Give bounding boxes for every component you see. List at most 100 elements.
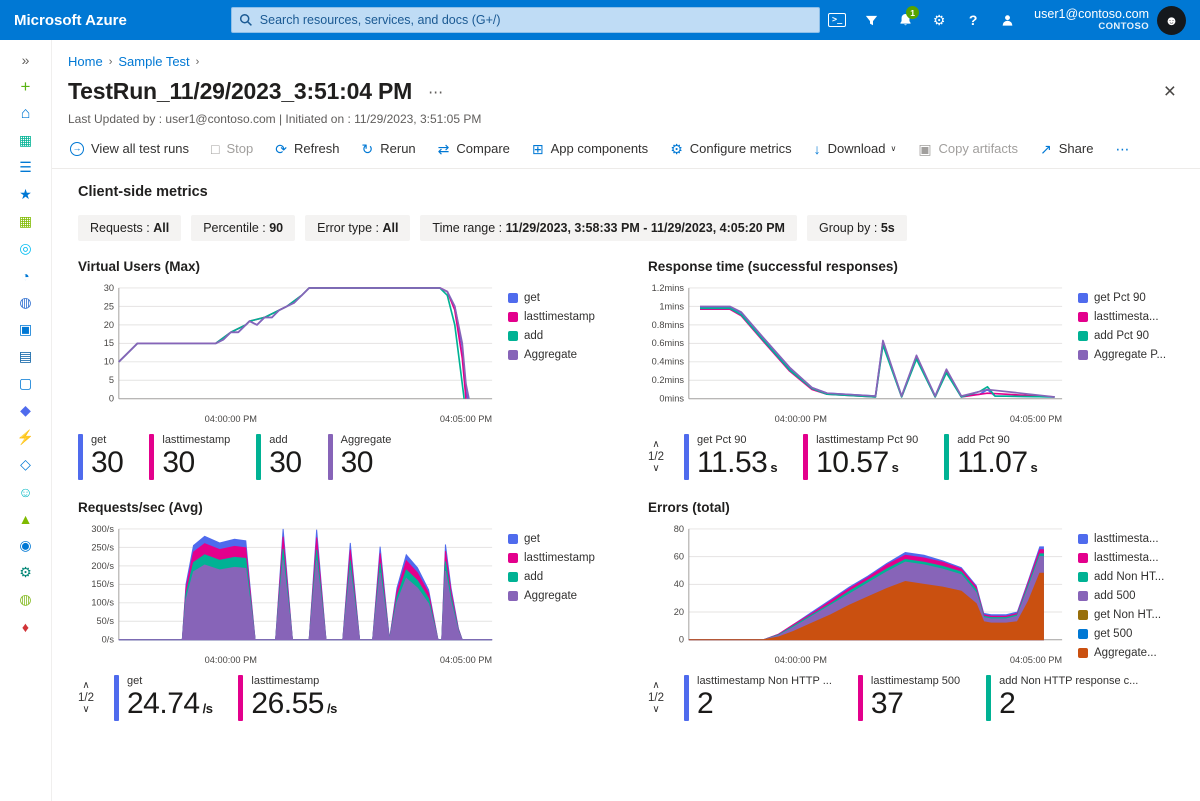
- legend-item[interactable]: get Pct 90: [1078, 292, 1166, 304]
- stat-item: get 24.74/s: [114, 675, 213, 721]
- toolbar-configure-metrics-button[interactable]: ⚙ Configure metrics: [670, 141, 791, 156]
- legend-label: add 500: [1094, 590, 1136, 602]
- legend-item[interactable]: get Non HT...: [1078, 609, 1164, 621]
- stat-color-bar: [327, 434, 333, 480]
- title-more-icon[interactable]: ⋯: [428, 83, 444, 101]
- legend-item[interactable]: get 500: [1078, 628, 1164, 640]
- legend-item[interactable]: lasttimesta...: [1078, 311, 1166, 323]
- search-input[interactable]: [230, 7, 821, 33]
- svg-text:04:00:00 PM: 04:00:00 PM: [775, 655, 827, 665]
- legend-label: get Non HT...: [1094, 609, 1162, 621]
- toolbar-view-all-test-runs-button[interactable]: → View all test runs: [70, 141, 189, 156]
- pager-up-icon[interactable]: ∧: [652, 680, 660, 691]
- pager-down-icon[interactable]: ∨: [652, 704, 660, 715]
- toolbar-app-components-button[interactable]: ⊞ App components: [532, 141, 648, 156]
- stats-row: ∧ 1/2 ∨ get Pct 90 11.53 s lasttimestamp Pc…: [648, 434, 1176, 480]
- settings-gear-icon[interactable]: ⚙: [922, 0, 956, 40]
- favorites-star-icon[interactable]: ★: [8, 181, 44, 208]
- dashboard-icon[interactable]: ▦: [8, 127, 44, 154]
- legend-item[interactable]: add Non HT...: [1078, 571, 1164, 583]
- stat-label: lasttimestamp Pct 90: [816, 434, 919, 446]
- stat-value: 30: [162, 446, 195, 479]
- notifications-bell-icon[interactable]: 1: [888, 0, 922, 40]
- stat-label: add Non HTTP response c...: [999, 675, 1139, 687]
- legend-item[interactable]: add 500: [1078, 590, 1164, 602]
- toolbar-download-button[interactable]: ↓ Download ∨: [814, 141, 897, 156]
- feedback-icon[interactable]: [990, 0, 1024, 40]
- search-icon: [239, 13, 252, 26]
- cost-management-icon[interactable]: ◇: [8, 451, 44, 478]
- legend-item[interactable]: lasttimestamp: [508, 552, 595, 564]
- support-icon[interactable]: ☺: [8, 478, 44, 505]
- home-icon[interactable]: ⌂: [8, 100, 44, 127]
- legend-item[interactable]: add: [508, 571, 595, 583]
- stat-item: lasttimestamp 30: [149, 434, 230, 480]
- toolbar-stop-button[interactable]: □ Stop: [211, 141, 253, 156]
- resource-groups-icon[interactable]: ◎: [8, 235, 44, 262]
- security-center-icon[interactable]: ▲: [8, 505, 44, 532]
- chart-legend: get lasttimestamp add Aggregate: [508, 533, 595, 669]
- legend-item[interactable]: add Pct 90: [1078, 330, 1166, 342]
- toolbar-compare-button[interactable]: ⇄ Compare: [438, 141, 510, 156]
- toolbar-copy-artifacts-button[interactable]: ▣ Copy artifacts: [918, 141, 1018, 156]
- recent-clock-icon[interactable]: ◔: [8, 262, 44, 289]
- legend-item[interactable]: get: [508, 533, 595, 545]
- legend-label: lasttimesta...: [1094, 311, 1159, 323]
- key-vault-icon[interactable]: ▣: [8, 316, 44, 343]
- monitor-icon[interactable]: ◆: [8, 397, 44, 424]
- legend-item[interactable]: Aggregate...: [1078, 647, 1164, 659]
- pager-up-icon[interactable]: ∧: [82, 680, 90, 691]
- pager-down-icon[interactable]: ∨: [652, 463, 660, 474]
- chart-legend: get lasttimestamp add Aggregate: [508, 292, 595, 428]
- filter-pill-error-type[interactable]: Error type : All: [305, 215, 411, 241]
- chart-panel: Requests/sec (Avg) 0/s 50/s 100/s 150/s 200/…: [78, 500, 606, 735]
- legend-item[interactable]: add: [508, 330, 595, 342]
- cloud-shell-icon[interactable]: >_: [820, 0, 854, 40]
- stat-item: add Non HTTP response c... 2: [986, 675, 1138, 721]
- sidebar-expand-icon[interactable]: »: [8, 46, 44, 73]
- toolbar-rerun-button[interactable]: ↻ Rerun: [362, 141, 416, 156]
- legend-item[interactable]: Aggregate: [508, 349, 595, 361]
- azure-brand[interactable]: Microsoft Azure: [14, 11, 127, 29]
- advisor-bulb-icon[interactable]: ⚡: [8, 424, 44, 451]
- close-icon[interactable]: ×: [1163, 80, 1176, 103]
- legend-swatch: [1078, 648, 1088, 658]
- filter-pill-requests[interactable]: Requests : All: [78, 215, 182, 241]
- toolbar-refresh-button[interactable]: ⟳ Refresh: [275, 141, 339, 156]
- legend-item[interactable]: lasttimestamp: [508, 311, 595, 323]
- legend-item[interactable]: lasttimesta...: [1078, 533, 1164, 545]
- all-services-icon[interactable]: ☰: [8, 154, 44, 181]
- filter-pill-group-by[interactable]: Group by : 5s: [806, 215, 907, 241]
- filter-label: Requests :: [90, 221, 154, 235]
- help-icon[interactable]: ?: [956, 0, 990, 40]
- legend-item[interactable]: Aggregate P...: [1078, 349, 1166, 361]
- stats-row: ∧ 1/2 ∨ lasttimestamp Non HTTP ... 2 lastt…: [648, 675, 1176, 721]
- chart-panel: Errors (total) 0 20 40 60 80 04:00:00 PM 04:05…: [648, 500, 1176, 735]
- chart-stats: get 30 lasttimestamp 30 add 30 Aggregate 30: [78, 434, 391, 480]
- all-resources-icon[interactable]: ▦: [8, 208, 44, 235]
- toolbar-more-button[interactable]: ⋯: [1115, 142, 1129, 156]
- virtual-machines-icon[interactable]: ▢: [8, 370, 44, 397]
- legend-item[interactable]: lasttimesta...: [1078, 552, 1164, 564]
- legend-item[interactable]: get: [508, 292, 595, 304]
- breadcrumb-test-link[interactable]: Sample Test: [118, 54, 190, 69]
- legend-item[interactable]: Aggregate: [508, 590, 595, 602]
- avatar[interactable]: ☻: [1157, 5, 1186, 35]
- filter-pill-time-range[interactable]: Time range : 11/29/2023, 3:58:33 PM - 11…: [420, 215, 797, 241]
- breadcrumb-home-link[interactable]: Home: [68, 54, 103, 69]
- azure-ad-icon[interactable]: ◉: [8, 532, 44, 559]
- pager-down-icon[interactable]: ∨: [82, 704, 90, 715]
- stat-item: add Pct 90 11.07 s: [944, 434, 1038, 480]
- intune-gear-icon[interactable]: ⚙: [8, 559, 44, 586]
- create-resource-icon[interactable]: +: [8, 73, 44, 100]
- app-services-icon[interactable]: ◍: [8, 289, 44, 316]
- subscriptions-icon[interactable]: ◍: [8, 586, 44, 613]
- filter-pill-percentile[interactable]: Percentile : 90: [191, 215, 296, 241]
- pager-up-icon[interactable]: ∧: [652, 439, 660, 450]
- sql-database-icon[interactable]: ▤: [8, 343, 44, 370]
- security-alerts-icon[interactable]: ♦: [8, 613, 44, 640]
- toolbar-share-button[interactable]: ↗ Share: [1040, 141, 1093, 156]
- directory-filter-icon[interactable]: [854, 0, 888, 40]
- account-info[interactable]: user1@contoso.com CONTOSO: [1034, 7, 1149, 32]
- legend-swatch: [508, 293, 518, 303]
